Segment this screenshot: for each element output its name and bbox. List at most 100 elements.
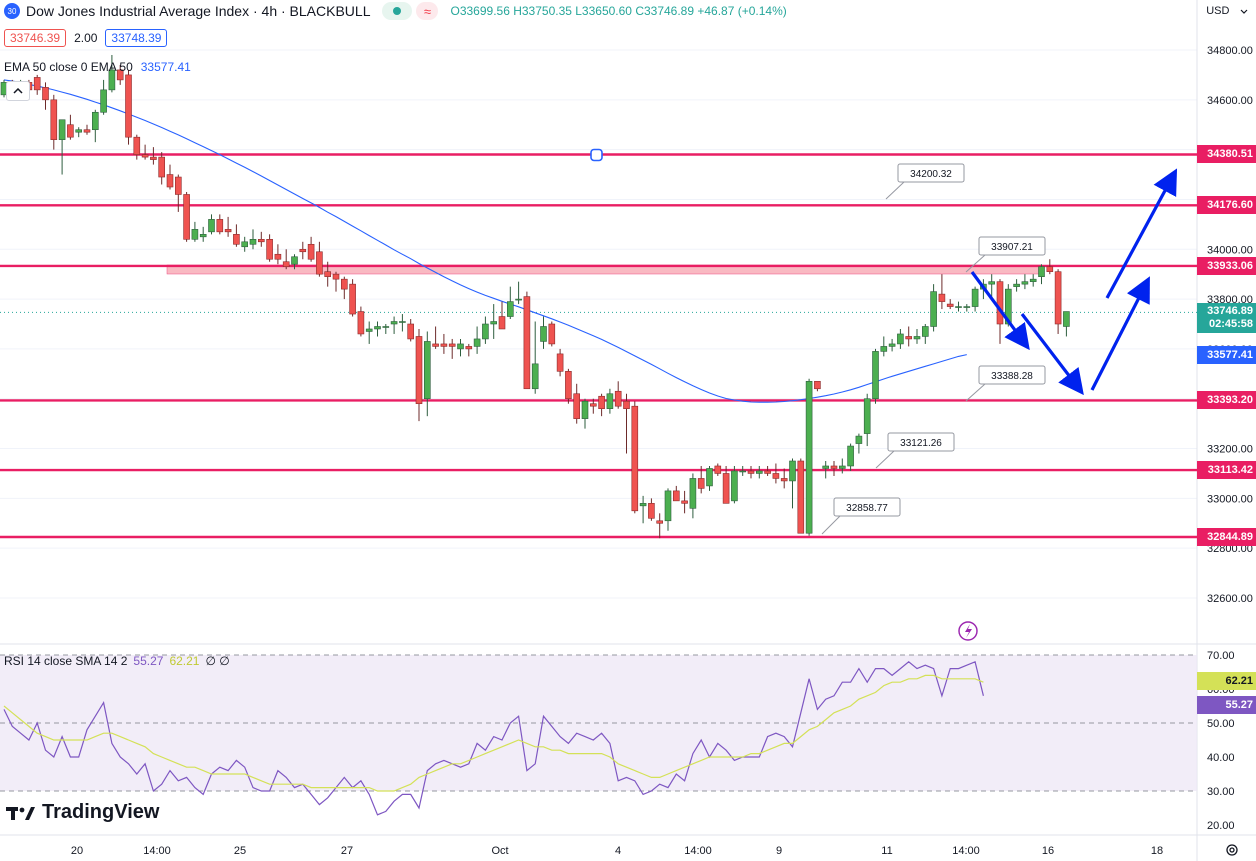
candle (432, 326, 439, 349)
candle (33, 74, 41, 95)
projection-arrows[interactable] (958, 168, 1178, 641)
callout-box (833, 497, 901, 517)
candle (805, 378, 813, 536)
candle-body (556, 353, 564, 372)
rsi-tick-label: 20.00 (1207, 820, 1235, 832)
candle (133, 134, 141, 160)
candle-body (498, 316, 506, 330)
candle (241, 236, 248, 252)
candle-body (415, 336, 423, 405)
candle (150, 147, 157, 165)
projection-arrow[interactable] (1020, 313, 1084, 396)
candle (208, 214, 215, 235)
candle (457, 338, 464, 357)
candle (681, 490, 688, 514)
candle (249, 229, 257, 250)
candle (166, 164, 174, 190)
candle (631, 401, 639, 514)
candle (755, 465, 763, 479)
collapse-legend-button[interactable] (6, 81, 30, 101)
candle (332, 271, 340, 292)
horizontal-levels[interactable] (0, 148, 1197, 539)
market-status-icon[interactable] (382, 2, 413, 20)
candle-body (672, 490, 680, 502)
candle (955, 301, 962, 312)
candle (324, 261, 332, 287)
wave-icon[interactable]: ≈ (416, 2, 439, 20)
candle (639, 495, 647, 524)
candle (1063, 311, 1070, 337)
candle-body (838, 465, 846, 469)
candle-body (681, 500, 688, 504)
candle (83, 124, 91, 135)
currency-selector[interactable]: USD (1201, 1, 1253, 21)
lightning-icon[interactable] (958, 621, 978, 641)
candle (349, 279, 356, 317)
candle-body (689, 478, 697, 509)
candle-body (548, 323, 556, 345)
candle-body (116, 69, 124, 81)
time-tick-label: 14:00 (143, 845, 171, 857)
time-tick-label: 27 (341, 845, 353, 857)
ema-legend[interactable]: EMA 50 close 0 EMA 50 33577.41 (4, 60, 191, 74)
candle (988, 274, 996, 300)
candle-body (631, 405, 639, 512)
candle (1038, 264, 1045, 285)
candle (872, 348, 879, 404)
candle-body (797, 460, 805, 534)
candle (116, 64, 124, 85)
candle (697, 465, 705, 494)
candle (847, 443, 854, 471)
settings-button[interactable] (1222, 840, 1242, 860)
sell-price-button[interactable]: 33746.39 (4, 29, 67, 47)
candle-body (33, 77, 41, 91)
tradingview-logo[interactable]: TradingView (6, 801, 159, 824)
candle (581, 398, 589, 429)
time-tick-label: Oct (491, 845, 508, 857)
candle (282, 249, 290, 270)
candle-body (531, 363, 539, 390)
rsi-legend[interactable]: RSI 14 close SMA 14 2 55.27 62.21 ∅ ∅ (4, 654, 230, 668)
projection-arrow[interactable] (1105, 168, 1178, 299)
buy-price-button[interactable]: 33748.39 (105, 29, 168, 47)
candle-body (257, 239, 265, 243)
candle (938, 274, 946, 310)
candle (1029, 274, 1037, 287)
candle-body (465, 346, 473, 350)
time-tick-label: 4 (615, 845, 621, 857)
price-tick-label: 34600.00 (1207, 95, 1253, 107)
candle (415, 328, 423, 422)
line-anchor-handle[interactable] (590, 148, 603, 162)
projection-arrow[interactable] (970, 271, 1030, 351)
bid-ask-row: 33746.39 2.00 33748.39 (4, 29, 175, 47)
time-tick-label: 14:00 (952, 845, 980, 857)
candle (838, 458, 846, 474)
candle (382, 324, 390, 334)
candle-body (996, 281, 1004, 325)
candle-body (448, 343, 456, 347)
candle-body (930, 291, 937, 327)
candle-body (92, 111, 99, 131)
projection-arrow[interactable] (1090, 276, 1150, 391)
candle-body (316, 251, 323, 275)
candle-body (374, 326, 381, 330)
symbol-legend[interactable]: 30 Dow Jones Industrial Average Index · … (0, 2, 787, 20)
candle-body (805, 380, 813, 534)
ema-label: EMA 50 close 0 EMA 50 (4, 60, 133, 74)
candle (855, 433, 863, 454)
candle-body (274, 253, 282, 260)
symbol-title[interactable]: Dow Jones Industrial Average Index · 4h … (26, 3, 371, 19)
candle-body (1063, 311, 1070, 327)
time-tick-label: 11 (881, 845, 892, 857)
chevron-up-icon (13, 88, 23, 94)
candle-body (706, 468, 713, 487)
candle-body (963, 306, 971, 308)
candle-body (141, 154, 149, 158)
candle-body (241, 241, 248, 248)
candle (548, 321, 556, 347)
candle-body (191, 229, 199, 240)
candle-body (216, 219, 224, 233)
candle-body (581, 400, 589, 419)
